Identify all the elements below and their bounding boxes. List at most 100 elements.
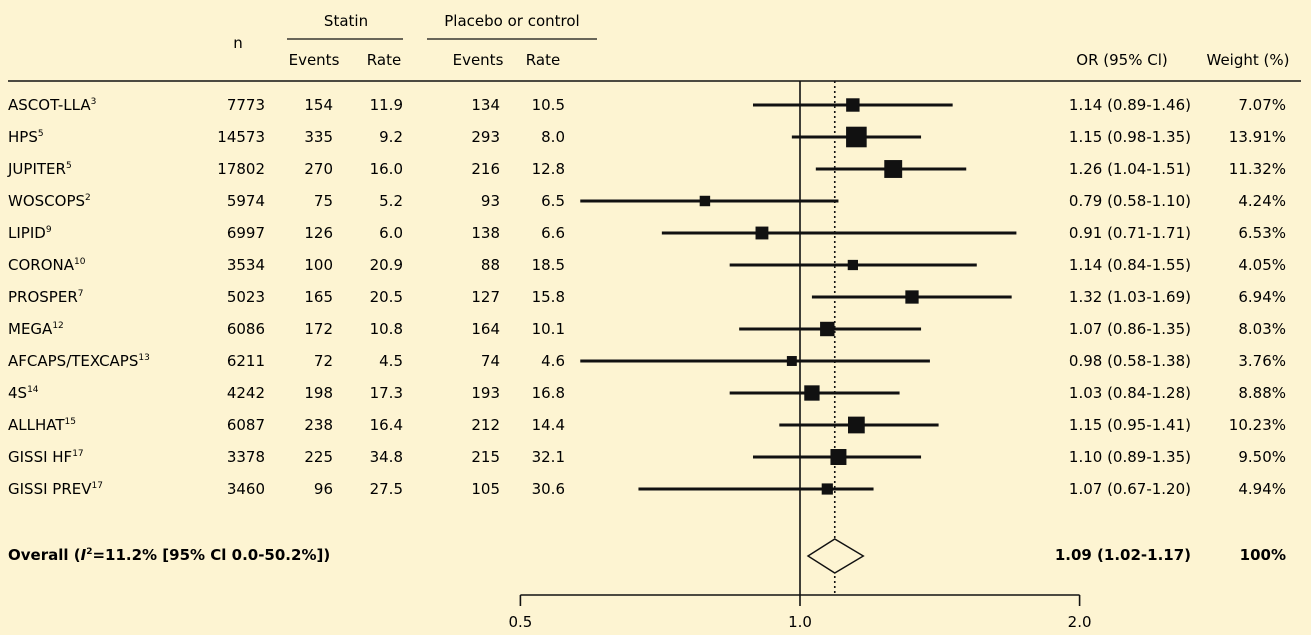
statin-rate: 11.9 — [370, 96, 403, 114]
study-row: JUPITER5 17802 270 16.0 216 12.8 1.26 (1.04-1.… — [7, 160, 1286, 178]
study-weight: 11.32% — [1229, 160, 1286, 178]
statin-rate: 9.2 — [379, 128, 403, 146]
study-name: HPS5 — [8, 128, 44, 146]
study-row: ASCOT-LLA3 7773 154 11.9 134 10.5 1.14 (0.89-1… — [8, 96, 1286, 114]
study-n: 14573 — [217, 128, 265, 146]
statin-rate: 17.3 — [370, 384, 403, 402]
study-weight: 10.23% — [1229, 416, 1286, 434]
statin-events: 126 — [304, 224, 333, 242]
point-estimate — [847, 259, 858, 271]
statin-events: 198 — [304, 384, 333, 402]
study-n: 7773 — [227, 96, 265, 114]
placebo-events: 74 — [481, 352, 500, 370]
study-weight: 4.24% — [1238, 192, 1286, 210]
header-statin-rate: Rate — [367, 51, 401, 69]
study-or: 0.79 (0.58-1.10) — [1069, 192, 1191, 210]
statin-rate: 4.5 — [379, 352, 403, 370]
study-row: AFCAPS/TEXCAPS13 6211 72 4.5 74 4.6 0.98 (0.58… — [8, 352, 1286, 370]
study-row: LIPID9 6997 126 6.0 138 6.6 0.91 (0.71-1.71) 6.… — [8, 224, 1286, 242]
study-weight: 4.94% — [1238, 480, 1286, 498]
study-name: GISSI HF17 — [8, 448, 84, 466]
x-tick-label: 2.0 — [1068, 613, 1092, 631]
statin-rate: 20.5 — [370, 288, 403, 306]
statin-events: 335 — [304, 128, 333, 146]
statin-events: 100 — [304, 256, 333, 274]
study-row: 4S14 4242 198 17.3 193 16.8 1.03 (0.84-1.28) 8.… — [8, 384, 1286, 402]
header-statin: Statin — [324, 12, 368, 30]
study-weight: 9.50% — [1238, 448, 1286, 466]
placebo-rate: 6.5 — [541, 192, 565, 210]
study-weight: 6.53% — [1238, 224, 1286, 242]
study-n: 3460 — [227, 480, 265, 498]
statin-events: 165 — [304, 288, 333, 306]
study-n: 6211 — [227, 352, 265, 370]
study-or: 1.03 (0.84-1.28) — [1069, 384, 1191, 402]
study-row: WOSCOPS2 5974 75 5.2 93 6.5 0.79 (0.58-1.10) 4.… — [8, 192, 1286, 210]
study-name: AFCAPS/TEXCAPS13 — [8, 352, 150, 370]
header-n: n — [233, 34, 243, 52]
study-name: JUPITER5 — [7, 160, 72, 178]
statin-events: 96 — [314, 480, 333, 498]
point-estimate — [905, 290, 919, 304]
study-weight: 8.03% — [1238, 320, 1286, 338]
study-or: 1.15 (0.98-1.35) — [1069, 128, 1191, 146]
placebo-events: 164 — [471, 320, 500, 338]
study-or: 1.32 (1.03-1.69) — [1069, 288, 1191, 306]
header-weight: Weight (%) — [1207, 51, 1290, 69]
placebo-rate: 18.5 — [532, 256, 565, 274]
study-weight: 6.94% — [1238, 288, 1286, 306]
placebo-rate: 15.8 — [532, 288, 565, 306]
placebo-rate: 16.8 — [532, 384, 565, 402]
study-or: 1.15 (0.95-1.41) — [1069, 416, 1191, 434]
study-row: PROSPER7 5023 165 20.5 127 15.8 1.32 (1.03-1.6… — [8, 288, 1286, 306]
header-placebo-rate: Rate — [526, 51, 560, 69]
study-or: 1.07 (0.86-1.35) — [1069, 320, 1191, 338]
study-weight: 3.76% — [1238, 352, 1286, 370]
placebo-rate: 4.6 — [541, 352, 565, 370]
point-estimate — [846, 126, 867, 148]
study-row: MEGA12 6086 172 10.8 164 10.1 1.07 (0.86-1.35)… — [8, 320, 1286, 338]
study-row: GISSI PREV17 3460 96 27.5 105 30.6 1.07 (0.67-… — [8, 480, 1286, 498]
placebo-rate: 12.8 — [532, 160, 565, 178]
x-tick-label: 1.0 — [788, 613, 812, 631]
study-or: 1.26 (1.04-1.51) — [1069, 160, 1191, 178]
study-n: 17802 — [217, 160, 265, 178]
study-n: 6086 — [227, 320, 265, 338]
placebo-rate: 10.1 — [532, 320, 565, 338]
study-name: LIPID9 — [8, 224, 52, 242]
point-estimate — [830, 449, 847, 465]
statin-events: 270 — [304, 160, 333, 178]
overall-diamond — [806, 538, 865, 574]
placebo-rate: 6.6 — [541, 224, 565, 242]
statin-rate: 6.0 — [379, 224, 403, 242]
study-or: 1.14 (0.89-1.46) — [1069, 96, 1191, 114]
point-estimate — [699, 195, 711, 207]
placebo-rate: 14.4 — [532, 416, 565, 434]
header-placebo-events: Events — [453, 51, 504, 69]
placebo-events: 212 — [471, 416, 500, 434]
study-n: 3534 — [227, 256, 265, 274]
placebo-events: 216 — [471, 160, 500, 178]
study-name: PROSPER7 — [8, 288, 83, 306]
placebo-events: 215 — [471, 448, 500, 466]
study-n: 5974 — [227, 192, 265, 210]
study-n: 6997 — [227, 224, 265, 242]
statin-rate: 27.5 — [370, 480, 403, 498]
study-n: 6087 — [227, 416, 265, 434]
overall-weight: 100% — [1240, 546, 1286, 564]
point-estimate — [821, 483, 833, 495]
point-estimate — [786, 356, 797, 366]
study-name: CORONA10 — [8, 256, 86, 274]
statin-rate: 10.8 — [370, 320, 403, 338]
placebo-rate: 8.0 — [541, 128, 565, 146]
study-name: WOSCOPS2 — [8, 192, 91, 210]
study-row: CORONA10 3534 100 20.9 88 18.5 1.14 (0.84-1.55… — [8, 256, 1286, 274]
placebo-events: 93 — [481, 192, 500, 210]
header-statin-events: Events — [289, 51, 340, 69]
study-or: 0.98 (0.58-1.38) — [1069, 352, 1191, 370]
statin-events: 225 — [304, 448, 333, 466]
study-name: MEGA12 — [8, 320, 64, 338]
placebo-events: 138 — [471, 224, 500, 242]
point-estimate — [848, 416, 865, 434]
